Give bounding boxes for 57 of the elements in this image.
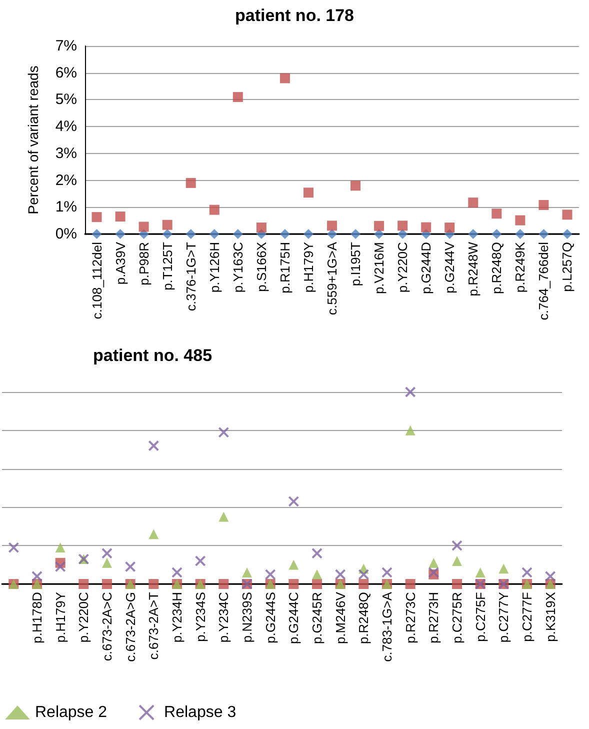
x-tick-label: p.R175H [277, 242, 292, 294]
x-tick-label: p.Y234C [216, 592, 232, 643]
x-tick-label: p.R248Q [489, 242, 504, 294]
x-tick-label: p.R249K [512, 242, 528, 293]
legend-label: Relapse 2 [35, 704, 108, 721]
chart-title: patient no. 178 [234, 6, 354, 25]
x-tick-label: p.V216M [372, 242, 387, 294]
x-tick-label: p.M246V [332, 592, 348, 644]
x-tick-label: c.764_766del [536, 242, 552, 320]
y-tick-label: 2% [55, 172, 77, 189]
x-tick-label: p.C275F [472, 592, 488, 642]
x-tick-label: p.N239S [240, 592, 254, 643]
x-tick-label: p.G244D [418, 242, 434, 294]
x-tick-label: p.Y234S [192, 592, 208, 642]
x-tick-label: p.I195T [348, 242, 364, 286]
x-tick-label: p.A39V [112, 242, 128, 285]
x-tick-label: p.R248Q [356, 592, 372, 644]
x-tick-label: p.S166X [254, 242, 269, 292]
x-tick-label: p.R248W [466, 241, 481, 296]
chart-title: patient no. 485 [93, 346, 212, 365]
x-tick-label: p.T125T [160, 242, 175, 290]
x-tick-label: p.P98R [136, 242, 152, 286]
x-tick-label: c.673-2A>T [146, 592, 162, 660]
x-tick-label: p.G244C [286, 592, 302, 644]
y-tick-label: 1% [55, 198, 77, 216]
x-tick-label: p.Y220C [76, 592, 92, 643]
x-tick-label: p.Y126H [206, 242, 222, 293]
y-axis-title: Percent of variant reads [25, 66, 41, 214]
y-tick-label: 0% [55, 226, 77, 242]
x-tick-label: p.Y220C [395, 242, 410, 293]
x-tick-label: p.C275R [450, 592, 464, 644]
x-tick-label: c.673-2A>G [122, 592, 138, 662]
x-tick-label: c.673-2A>C [100, 592, 114, 662]
x-tick-label: p.C277Y [496, 592, 512, 643]
y-tick-label: 6% [55, 64, 77, 82]
y-tick-label: 7% [55, 38, 77, 54]
x-tick-label: p.C277F [520, 592, 534, 642]
x-tick-label: p.R273C [402, 592, 418, 644]
x-tick-label: c.376-1G>T [183, 242, 198, 312]
x-tick-label: p.G244V [442, 242, 458, 294]
x-tick-label: p.H178D [30, 592, 44, 644]
y-tick-label: 3% [55, 144, 77, 162]
x-tick-label: c.559+1G>A [324, 242, 340, 315]
x-tick-label: p.K319X [542, 592, 558, 642]
x-tick-label: p.H179Y [52, 592, 68, 643]
y-tick-label: 4% [55, 118, 77, 136]
x-tick-label: c.783-1G>A [380, 592, 394, 662]
x-tick-label: p.Y234H [170, 592, 184, 643]
x-tick-label: p.G245R [310, 592, 324, 644]
legend-label: Relapse 3 [164, 704, 236, 721]
x-tick-label: p.Y163C [230, 242, 246, 293]
x-tick-label: p.H179Y [300, 242, 316, 293]
x-tick-label: p.L257Q [560, 242, 575, 292]
x-tick-label: c.108_112del [89, 242, 104, 320]
x-tick-label: p.G244S [262, 592, 278, 644]
x-tick-label: p.R273H [426, 592, 442, 644]
y-tick-label: 5% [55, 91, 77, 108]
